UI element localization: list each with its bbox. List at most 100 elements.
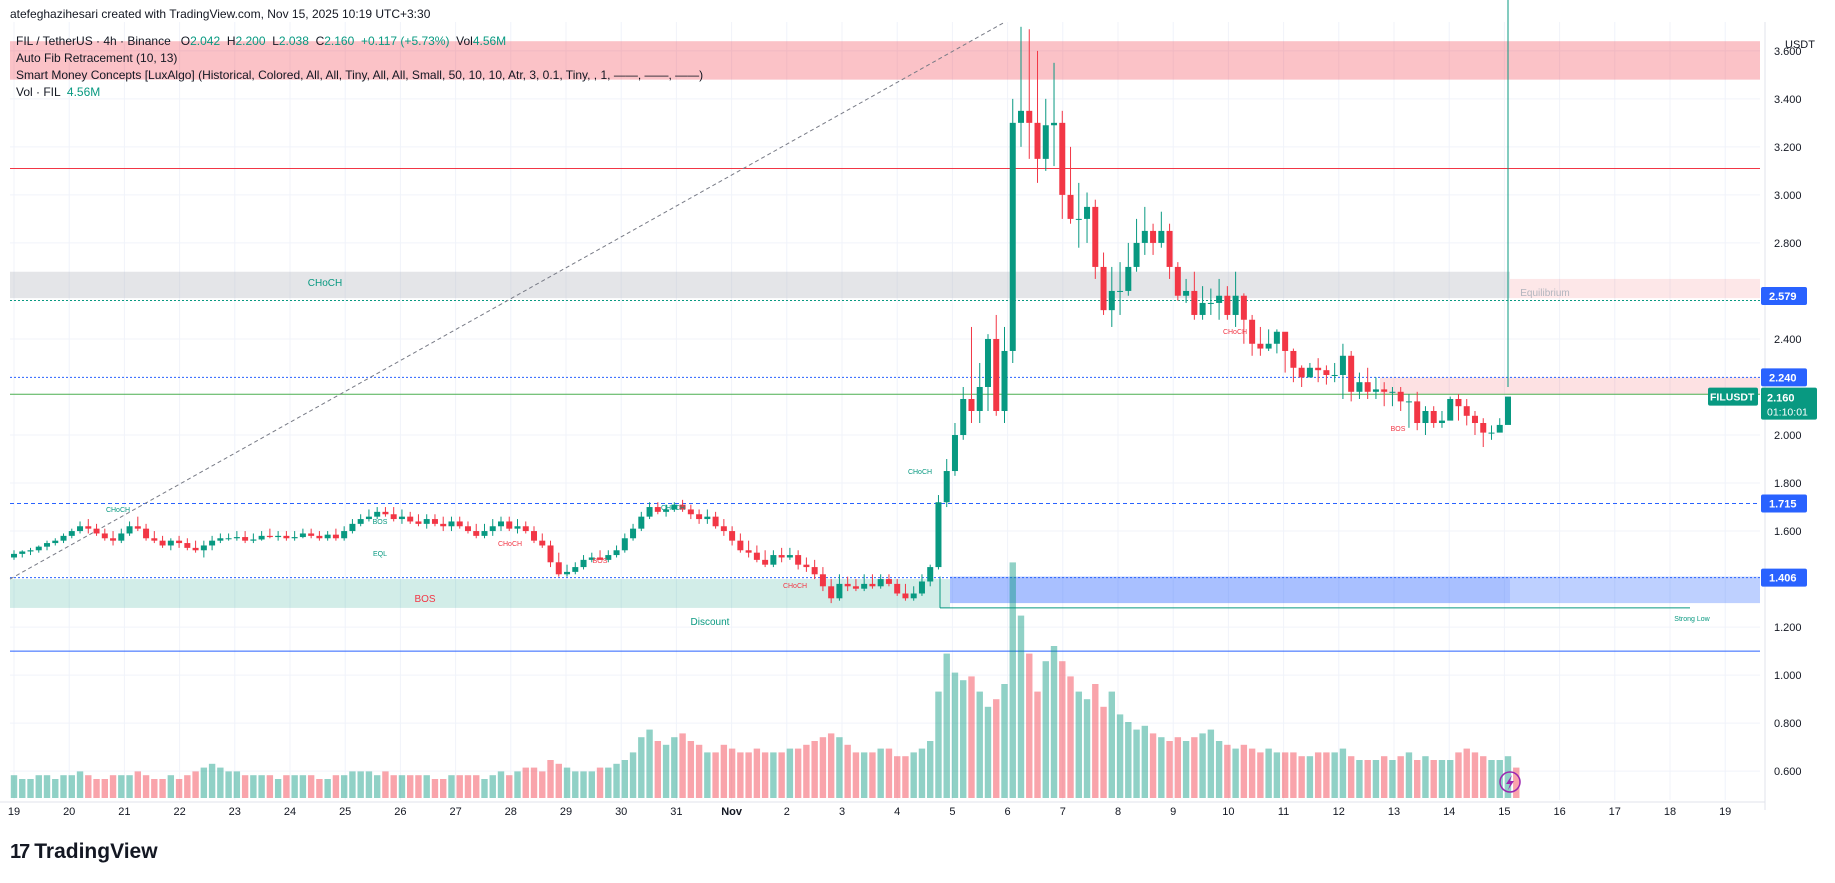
price-label-box [1761,494,1807,513]
candle-body [60,535,67,541]
candle-body [795,555,802,565]
volume-bar [539,771,546,798]
volume-bar [910,752,917,798]
candle-body [778,555,785,558]
candle-body [1207,302,1214,304]
x-tick-label: 28 [505,806,517,818]
ohlc-row[interactable]: FIL / TetherUS · 4h · Binance O2.042 H2.… [16,33,703,50]
volume-bar [27,779,34,798]
alert-icon[interactable] [1499,771,1521,793]
premium-zone [10,41,1760,80]
volume-bar [390,775,397,798]
candle-body [1224,295,1231,315]
candle-body [514,526,521,529]
candle-body [1042,125,1049,159]
volume-bar [217,767,224,798]
volume-bar [827,733,835,798]
x-tick-label: 11 [1278,806,1289,818]
volume-bar [1480,756,1487,798]
candle-body [192,547,199,551]
candle-body [1505,396,1511,425]
zone-label: Equilibrium [1520,288,1569,299]
candle-body [1364,382,1371,392]
candle-body [126,526,133,534]
volume-bar [1372,760,1380,798]
candle-body [877,579,884,587]
candle-body [927,567,934,582]
candle-body [1216,295,1223,303]
indicator-fib[interactable]: Auto Fib Retracement (10, 13) [16,51,178,65]
candle-body [176,540,183,544]
indicator-volume[interactable]: Vol · FIL 4.56M [16,84,703,101]
volume-bar [225,771,232,798]
candle-body [1389,391,1396,393]
x-tick-label: 3 [839,806,845,818]
candle-body [1430,411,1437,424]
candle-body [1397,391,1404,402]
indicator-smc[interactable]: Smart Money Concepts [LuxAlgo] (Historic… [16,68,704,82]
volume-bar [506,775,513,798]
volume-bar [1504,756,1512,798]
volume-bar [885,748,893,798]
volume-bar [398,775,406,798]
tradingview-logo[interactable]: 17 TradingView [10,840,158,864]
candle-body [836,583,843,599]
volume-bar [200,767,208,798]
volume-bar [654,741,662,798]
candle-body [951,435,958,472]
volume-bar [1182,741,1190,798]
x-tick-label: 5 [949,806,955,818]
symbol-label[interactable]: FIL / TetherUS · 4h · Binance [16,34,171,48]
candle-body [250,539,257,541]
order-block [950,576,1510,604]
candle-body [1067,194,1074,219]
close-value: 2.160 [324,34,355,48]
volume-bar [811,741,818,798]
volume-bar [1125,722,1132,798]
volume-bar [836,737,843,798]
candle-body [984,338,991,387]
zone-label: Strong Low [1674,616,1710,623]
candle-body [489,526,496,532]
low-value: 2.038 [278,34,309,48]
candle-body [844,583,851,587]
volume-bar [1488,760,1495,798]
candle-body [819,574,826,587]
candle-body [481,531,488,536]
volume-bar [241,775,249,798]
candle-body [1323,370,1330,375]
volume-bar [93,779,100,798]
candle-body [861,583,868,589]
candle-body [547,545,554,563]
tradingview-logo-text: TradingView [34,840,158,863]
volume-bar [993,699,1000,798]
candle-body [167,540,174,546]
volume-bar [60,775,67,798]
lightning-icon [1506,775,1514,790]
volume-bar [1240,744,1248,798]
candle-body [1092,206,1099,267]
volume-bar [19,779,26,798]
x-tick-label: 16 [1553,806,1565,818]
candle-body [93,528,100,534]
candle-body [720,526,727,532]
candle-body [671,504,678,510]
volume-bar [101,779,108,798]
candle-body [448,521,455,527]
candle-body [27,550,34,552]
volume-bar [629,752,637,798]
candle-body [1166,230,1173,267]
volume-bar [440,779,447,798]
candle-body [1447,398,1454,421]
candle-body [217,538,224,541]
candle-body [11,553,17,558]
currency-label: USDT [1785,39,1815,51]
volume-bar [456,775,463,798]
x-tick-label: 13 [1388,806,1400,818]
price-label-box [1761,568,1807,587]
supply-zone [1380,377,1760,395]
volume-bar [283,775,290,798]
volume-bar [324,779,331,798]
candle-body [1141,230,1148,243]
